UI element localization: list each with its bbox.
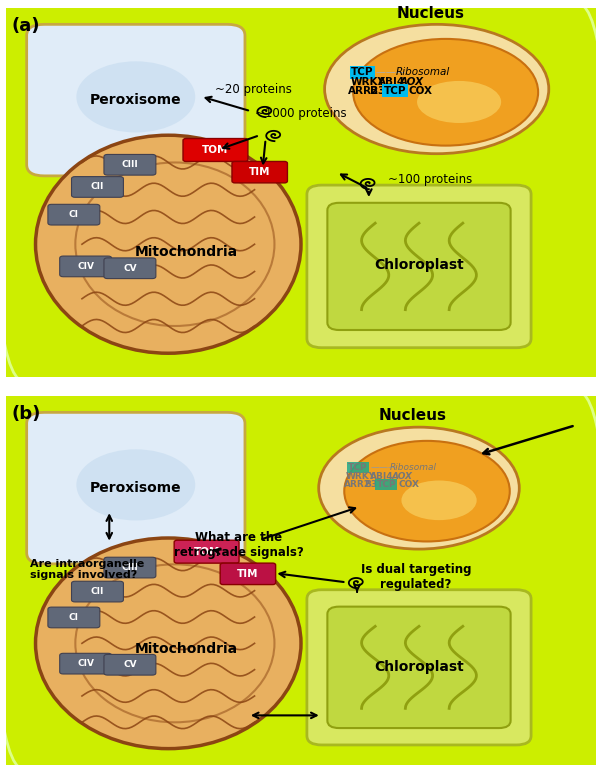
- Text: ~20 proteins: ~20 proteins: [216, 83, 292, 97]
- Text: Mitochondria: Mitochondria: [134, 244, 238, 259]
- Text: Are intraorganelle
signals involved?: Are intraorganelle signals involved?: [29, 559, 144, 581]
- Ellipse shape: [344, 441, 510, 541]
- Text: (b): (b): [12, 405, 42, 423]
- Text: COX: COX: [399, 480, 420, 489]
- FancyBboxPatch shape: [104, 557, 156, 578]
- FancyBboxPatch shape: [72, 581, 123, 602]
- FancyBboxPatch shape: [104, 258, 156, 278]
- FancyBboxPatch shape: [183, 138, 248, 162]
- Text: Mitochondria: Mitochondria: [134, 642, 238, 656]
- FancyBboxPatch shape: [48, 607, 100, 628]
- Text: Chloroplast: Chloroplast: [374, 660, 464, 674]
- FancyBboxPatch shape: [26, 25, 245, 176]
- Text: B3: B3: [370, 86, 385, 96]
- Text: Nucleus: Nucleus: [397, 5, 465, 21]
- Text: TIM: TIM: [249, 167, 270, 177]
- Text: TCP: TCP: [383, 86, 406, 96]
- Ellipse shape: [36, 538, 301, 748]
- FancyBboxPatch shape: [307, 185, 531, 348]
- Text: CIV: CIV: [77, 262, 94, 271]
- Text: ARR2: ARR2: [348, 86, 379, 96]
- Ellipse shape: [402, 481, 477, 520]
- Text: AOX: AOX: [391, 472, 412, 481]
- FancyBboxPatch shape: [104, 155, 156, 175]
- Text: TCP: TCP: [376, 480, 396, 489]
- Ellipse shape: [76, 61, 195, 132]
- Ellipse shape: [318, 427, 520, 549]
- FancyBboxPatch shape: [104, 655, 156, 675]
- Text: COX: COX: [408, 86, 432, 96]
- FancyBboxPatch shape: [48, 204, 100, 225]
- Text: B3: B3: [364, 480, 377, 489]
- Text: TOM: TOM: [202, 145, 229, 155]
- Text: CI: CI: [69, 210, 79, 220]
- Text: TCP: TCP: [351, 67, 374, 77]
- Text: Ribosomal: Ribosomal: [396, 67, 450, 77]
- FancyBboxPatch shape: [327, 607, 510, 728]
- Text: ABI4: ABI4: [377, 77, 405, 87]
- Text: TCP: TCP: [348, 463, 368, 472]
- Text: CIV: CIV: [77, 659, 94, 668]
- FancyBboxPatch shape: [327, 203, 510, 330]
- Text: ———: ———: [371, 463, 397, 472]
- Text: WRKY: WRKY: [351, 77, 386, 87]
- Ellipse shape: [353, 39, 538, 145]
- FancyBboxPatch shape: [307, 590, 531, 745]
- Text: Ribosomal: Ribosomal: [390, 463, 437, 472]
- FancyBboxPatch shape: [0, 381, 602, 773]
- Text: ARR2: ARR2: [344, 480, 370, 489]
- Text: Peroxisome: Peroxisome: [90, 93, 182, 107]
- Text: ABI4: ABI4: [370, 472, 394, 481]
- Text: TIM: TIM: [237, 569, 259, 579]
- Text: CII: CII: [91, 587, 104, 596]
- FancyBboxPatch shape: [26, 412, 245, 564]
- Ellipse shape: [417, 81, 501, 123]
- Text: ~1000 proteins: ~1000 proteins: [255, 107, 347, 121]
- Text: What are the
retrograde signals?: What are the retrograde signals?: [174, 531, 304, 560]
- Text: CII: CII: [91, 182, 104, 192]
- FancyBboxPatch shape: [60, 653, 111, 674]
- Text: CI: CI: [69, 613, 79, 622]
- FancyBboxPatch shape: [0, 0, 602, 392]
- FancyBboxPatch shape: [72, 176, 123, 197]
- FancyBboxPatch shape: [232, 162, 287, 183]
- Text: Peroxisome: Peroxisome: [90, 481, 182, 495]
- Text: (a): (a): [12, 17, 40, 35]
- Text: AOX: AOX: [400, 77, 424, 87]
- FancyBboxPatch shape: [220, 564, 276, 584]
- Text: TOM: TOM: [193, 547, 220, 557]
- Text: CV: CV: [123, 660, 137, 669]
- Text: CV: CV: [123, 264, 137, 273]
- Text: CIII: CIII: [122, 563, 138, 572]
- Text: Is dual targeting
regulated?: Is dual targeting regulated?: [361, 563, 471, 591]
- Text: ———: ———: [376, 67, 408, 77]
- Text: CIII: CIII: [122, 160, 138, 169]
- Ellipse shape: [324, 25, 549, 154]
- FancyBboxPatch shape: [60, 256, 111, 277]
- Ellipse shape: [76, 449, 195, 520]
- Text: Chloroplast: Chloroplast: [374, 257, 464, 271]
- Ellipse shape: [36, 135, 301, 353]
- Text: ~100 proteins: ~100 proteins: [388, 173, 473, 186]
- FancyBboxPatch shape: [174, 540, 239, 564]
- Text: WRKY: WRKY: [346, 472, 376, 481]
- Text: Nucleus: Nucleus: [379, 408, 447, 424]
